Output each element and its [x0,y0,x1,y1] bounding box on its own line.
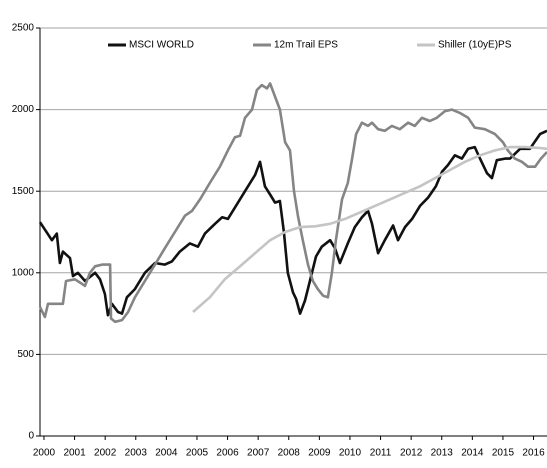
y-tick-label: 0 [28,431,34,442]
series-line [38,82,547,324]
x-tick-label: 2016 [522,448,545,459]
legend-label: Shiller (10yE)PS [438,40,512,51]
x-tick-label: 2009 [308,448,331,459]
legend-label: 12m Trail EPS [274,40,338,51]
y-tick-label: 1000 [12,267,35,278]
x-tick-label: 2010 [339,448,362,459]
x-tick-label: 2014 [461,448,484,459]
x-tick-label: 2001 [63,448,86,459]
series-line [192,145,547,313]
x-tick-label: 2005 [186,448,209,459]
x-tick-label: 2008 [278,448,301,459]
x-tick-label: 2006 [216,448,239,459]
x-tick-label: 2013 [431,448,454,459]
x-tick-label: 2000 [33,448,56,459]
y-tick-label: 2500 [12,23,35,34]
x-tick-label: 2012 [400,448,423,459]
y-tick-label: 2000 [12,104,35,115]
y-tick-label: 500 [17,349,34,360]
x-tick-label: 2004 [155,448,178,459]
x-tick-label: 2007 [247,448,270,459]
x-tick-label: 2015 [492,448,515,459]
x-tick-label: 2002 [94,448,117,459]
x-tick-label: 2011 [370,448,392,459]
legend-label: MSCI WORLD [129,40,194,51]
y-tick-label: 1500 [12,186,35,197]
x-tick-label: 2003 [125,448,148,459]
